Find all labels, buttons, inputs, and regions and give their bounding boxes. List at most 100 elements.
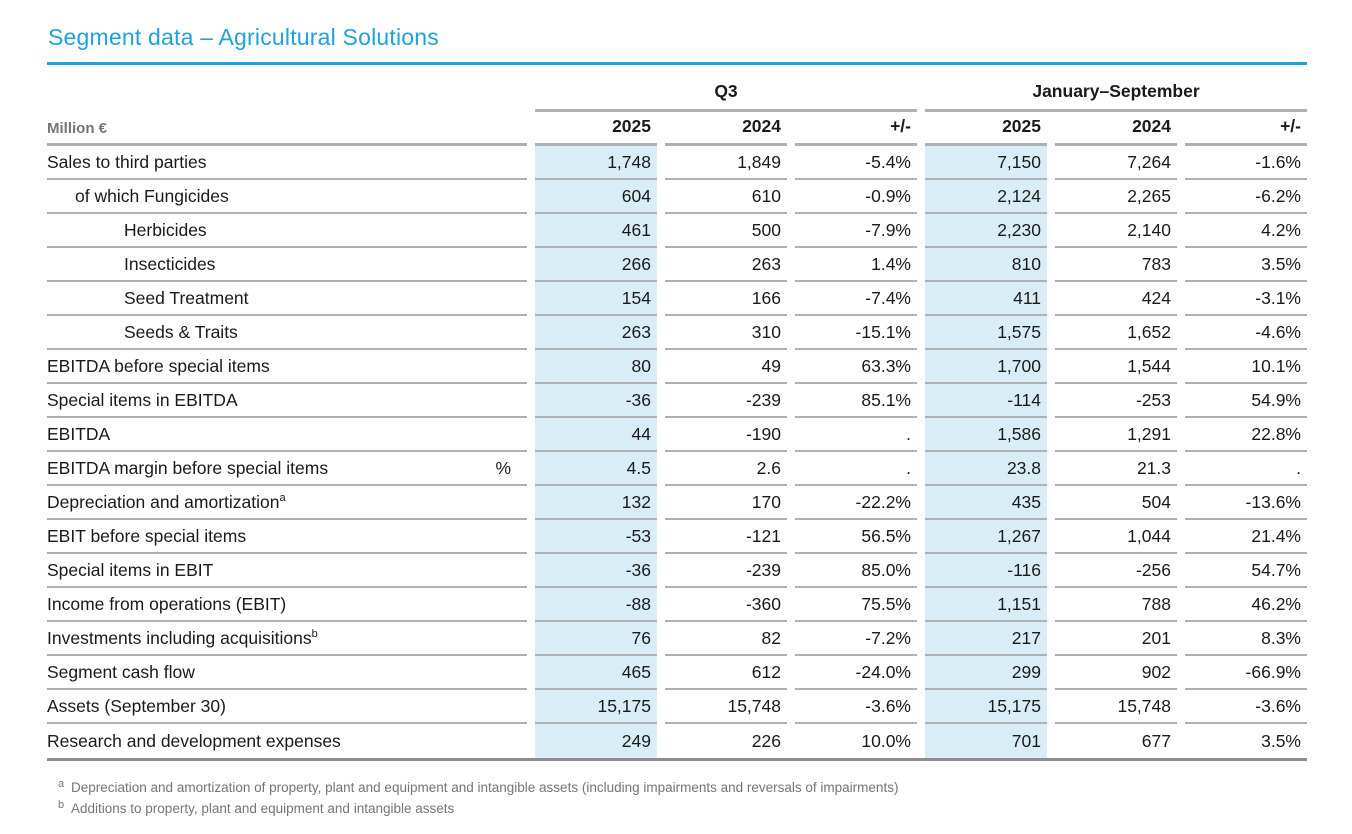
row-label: EBIT before special items (47, 525, 247, 546)
value-cell: -239 (665, 554, 787, 588)
value-cell: 299 (925, 656, 1047, 690)
value-cell: 85.0% (795, 554, 917, 588)
col-header-q3-2025: 2025 (535, 111, 657, 146)
group-header-q3: Q3 (535, 81, 917, 112)
value-cell: 23.8 (925, 452, 1047, 486)
value-cell: -116 (925, 554, 1047, 588)
row-label-cell: Depreciation and amortizationa (47, 486, 527, 520)
value-cell: 424 (1055, 282, 1177, 316)
value-cell: 2,140 (1055, 214, 1177, 248)
row-label: Seeds & Traits (124, 321, 238, 342)
row-label: Income from operations (EBIT) (47, 593, 287, 614)
value-cell: 249 (535, 724, 657, 758)
row-label-cell: Assets (September 30) (47, 690, 527, 724)
value-cell: 1,575 (925, 316, 1047, 350)
value-cell: 263 (535, 316, 657, 350)
value-cell: 85.1% (795, 384, 917, 418)
row-label: Depreciation and amortizationa (47, 491, 286, 512)
row-label-cell: EBITDA margin before special items% (47, 452, 527, 486)
value-cell: 1,544 (1055, 350, 1177, 384)
table-row: Seeds & Traits 263 310 -15.1% 1,575 1,652 -4.6… (47, 316, 1307, 350)
col-header-js-2025: 2025 (925, 111, 1047, 146)
col-header-js-2024: 2024 (1055, 111, 1177, 146)
value-cell: -36 (535, 384, 657, 418)
group-header-january-september: January–September (925, 81, 1307, 112)
value-cell: -3.6% (1185, 690, 1307, 724)
value-cell: 154 (535, 282, 657, 316)
row-label: EBITDA (47, 423, 111, 444)
value-cell: 7,264 (1055, 146, 1177, 180)
row-label: EBITDA margin before special items (47, 457, 329, 478)
row-label-cell: Special items in EBIT (47, 554, 527, 588)
value-cell: 902 (1055, 656, 1177, 690)
table-row: EBITDA 44 -190. 1,586 1,291 22.8% (47, 418, 1307, 452)
value-cell: 15,748 (1055, 690, 1177, 724)
value-cell: 2,230 (925, 214, 1047, 248)
row-label-cell: Seeds & Traits (47, 316, 527, 350)
row-label-cell: Segment cash flow (47, 656, 527, 690)
row-label: Segment cash flow (47, 661, 195, 682)
value-cell: 677 (1141, 730, 1171, 751)
value-cell: 435 (925, 486, 1047, 520)
table-row: EBIT before special items -53 -121 56.5% 1,2… (47, 520, 1307, 554)
table-row: Investments including acquisitionsb 76 82-… (47, 622, 1307, 656)
table-column-header-row: Million € 2025 2024 +/- 2025 2024 +/- (47, 111, 1307, 146)
value-cell: 8.3% (1185, 622, 1307, 656)
value-cell: 54.7% (1185, 554, 1307, 588)
value-cell: 1,748 (535, 146, 657, 180)
value-cell: -22.2% (795, 486, 917, 520)
value-cell: 2,124 (925, 180, 1047, 214)
value-cell: -7.2% (795, 622, 917, 656)
page-title: Segment data – Agricultural Solutions (48, 24, 439, 50)
value-cell: 461 (535, 214, 657, 248)
table-row: of which Fungicides 604 610 -0.9% 2,124 2,265… (47, 180, 1307, 214)
value-cell: 15,175 (925, 690, 1047, 724)
value-cell: 465 (535, 656, 657, 690)
value-cell: 1,151 (925, 588, 1047, 622)
value-cell: 1,849 (665, 146, 787, 180)
value-cell: 701 (925, 724, 1047, 758)
row-label: Special items in EBITDA (47, 389, 238, 410)
value-cell: 612 (665, 656, 787, 690)
value-cell: -6.2% (1185, 180, 1307, 214)
value-cell: 2,265 (1055, 180, 1177, 214)
value-cell: -36 (535, 554, 657, 588)
value-cell: 54.9% (1185, 384, 1307, 418)
value-cell: 82 (665, 622, 787, 656)
value-cell: 10.0% (861, 730, 911, 751)
value-cell: 7,150 (925, 146, 1047, 180)
value-cell: 788 (1055, 588, 1177, 622)
value-cell: 3.5% (1261, 730, 1301, 751)
value-cell: 263 (665, 248, 787, 282)
value-cell: 56.5% (795, 520, 917, 554)
value-cell: 783 (1055, 248, 1177, 282)
value-cell: 266 (535, 248, 657, 282)
title-underline-rule (47, 62, 1307, 65)
value-cell: -88 (535, 588, 657, 622)
value-cell: 411 (925, 282, 1047, 316)
table-row: Depreciation and amortizationa 132 170 -22.… (47, 486, 1307, 520)
row-label: Assets (September 30) (47, 695, 226, 716)
value-cell: -256 (1055, 554, 1177, 588)
footnote-marker-ref: b (311, 627, 318, 640)
value-cell: 504 (1055, 486, 1177, 520)
row-label-cell: EBITDA before special items (47, 350, 527, 384)
value-cell: 80 (535, 350, 657, 384)
table-row: Special items in EBITDA -36 -239 85.1% -114-… (47, 384, 1307, 418)
value-cell: 4.5 (535, 452, 657, 486)
row-label-cell: EBITDA (47, 418, 527, 452)
value-cell: -24.0% (795, 656, 917, 690)
row-label-cell: of which Fungicides (47, 180, 527, 214)
table-row: EBITDA margin before special items% 4.5 2.… (47, 452, 1307, 486)
value-cell: -4.6% (1185, 316, 1307, 350)
footnote-marker: b (58, 799, 65, 811)
value-cell: -360 (665, 588, 787, 622)
value-cell: -3.6% (795, 690, 917, 724)
row-label-cell: Investments including acquisitionsb (47, 622, 527, 656)
value-cell: . (795, 418, 917, 452)
value-cell: -1.6% (1185, 146, 1307, 180)
footnote-text: Additions to property, plant and equipme… (71, 801, 455, 816)
footnote-text: Depreciation and amortization of propert… (71, 780, 899, 795)
row-unit: % (495, 457, 511, 478)
row-label: Special items in EBIT (47, 559, 214, 580)
